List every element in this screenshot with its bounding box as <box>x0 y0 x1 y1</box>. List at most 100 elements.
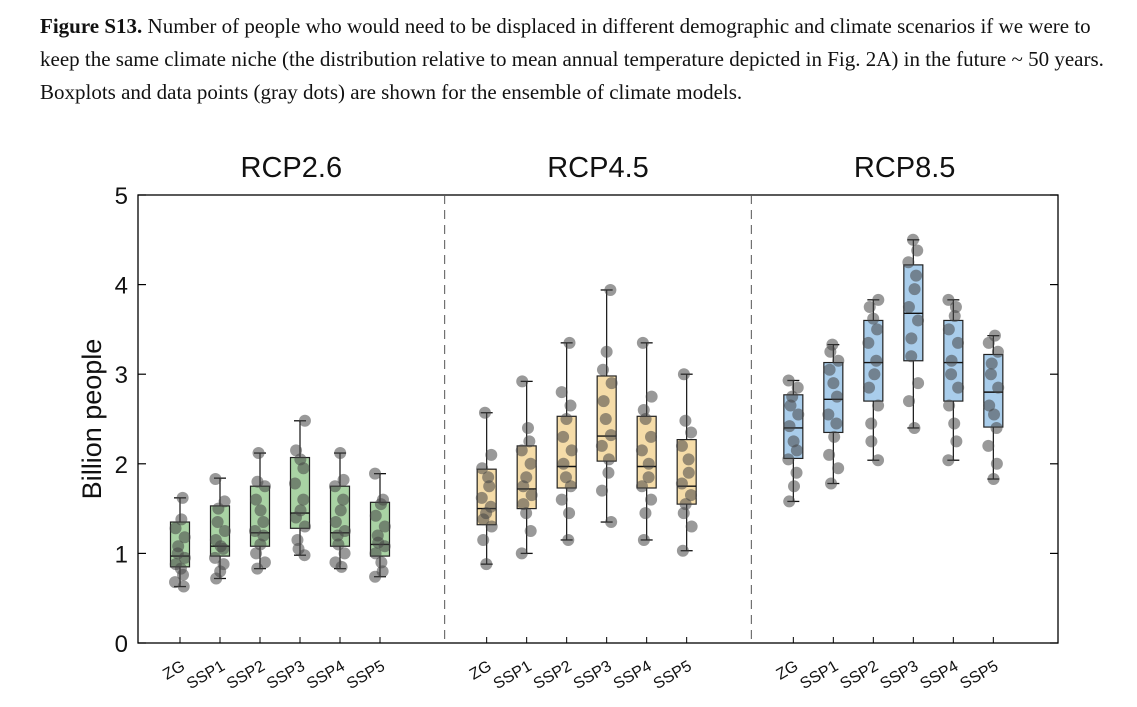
data-point <box>685 520 698 533</box>
data-point <box>476 462 489 475</box>
data-point <box>555 386 568 399</box>
data-point <box>169 576 182 589</box>
data-point <box>826 338 839 351</box>
x-tick-label: SSP1 <box>491 658 535 693</box>
box-RCP2.6-SSP4 <box>329 447 351 573</box>
data-point <box>987 473 1000 486</box>
data-point <box>596 484 609 497</box>
data-point <box>948 417 961 430</box>
data-point <box>990 457 1003 470</box>
data-point <box>600 345 613 358</box>
data-point <box>988 408 1001 421</box>
data-point <box>645 493 658 506</box>
data-point <box>908 283 921 296</box>
data-point <box>294 504 307 517</box>
data-point <box>985 357 998 370</box>
data-point <box>477 533 490 546</box>
box-RCP2.6-SSP3 <box>289 414 311 562</box>
data-point <box>907 233 920 246</box>
x-tick-label: SSP1 <box>797 658 841 693</box>
data-point <box>830 417 843 430</box>
data-point <box>176 491 189 504</box>
data-point <box>602 466 615 479</box>
data-point <box>990 421 1003 434</box>
data-point <box>905 350 918 363</box>
data-point <box>484 500 497 513</box>
data-point <box>218 525 231 537</box>
data-point <box>644 430 657 443</box>
data-point <box>337 493 350 506</box>
data-point <box>991 345 1004 358</box>
data-point <box>637 533 650 546</box>
data-point <box>515 444 528 457</box>
data-point <box>211 516 224 529</box>
data-point <box>677 507 690 520</box>
data-point <box>172 540 185 553</box>
box-RCP2.6-SSP1 <box>209 473 231 585</box>
data-point <box>942 454 955 467</box>
data-point <box>948 309 961 322</box>
data-point <box>867 312 880 325</box>
data-point <box>520 471 533 484</box>
box-RCP8.5-SSP5 <box>982 329 1005 486</box>
data-point <box>862 336 875 349</box>
x-tick-label: SSP5 <box>651 658 695 693</box>
data-point <box>249 493 262 506</box>
data-point <box>863 381 876 394</box>
data-point <box>209 551 222 564</box>
box-RCP4.5-SSP2 <box>555 336 578 546</box>
data-point <box>289 477 302 490</box>
data-point <box>525 489 538 502</box>
chart-frame <box>137 194 1059 644</box>
data-point <box>290 444 303 457</box>
data-point <box>251 475 264 488</box>
y-tick-label: 0 <box>115 631 128 658</box>
data-point <box>604 283 617 296</box>
data-point <box>524 457 537 470</box>
data-point <box>338 525 351 537</box>
data-point <box>905 332 918 345</box>
box-RCP4.5-ZG <box>475 406 498 571</box>
data-point <box>559 471 572 484</box>
data-point <box>791 381 804 394</box>
data-point <box>870 354 883 367</box>
data-point <box>823 363 836 376</box>
data-point <box>338 547 351 560</box>
data-point <box>832 354 845 367</box>
x-tick-label: SSP2 <box>531 658 575 693</box>
data-point <box>942 323 955 336</box>
data-point <box>642 471 655 484</box>
data-point <box>639 413 652 425</box>
data-point <box>786 390 799 403</box>
data-point <box>294 453 307 466</box>
data-point <box>523 435 536 448</box>
data-point <box>871 323 884 336</box>
data-point <box>371 529 384 542</box>
data-point <box>482 471 495 484</box>
data-point <box>676 544 689 557</box>
data-point <box>951 336 964 349</box>
y-tick-label: 1 <box>115 541 128 568</box>
data-point <box>684 489 697 502</box>
data-point <box>912 314 925 327</box>
box-RCP4.5-SSP3 <box>595 283 618 529</box>
data-point <box>297 493 310 506</box>
data-point <box>517 498 530 511</box>
data-point <box>950 435 963 448</box>
data-point <box>825 477 838 490</box>
data-point <box>329 516 342 529</box>
plot-frame <box>137 194 1059 644</box>
box-RCP8.5-SSP2 <box>862 293 885 467</box>
data-point <box>787 435 800 448</box>
x-tick-label: SSP3 <box>264 658 308 693</box>
data-point <box>218 495 231 508</box>
data-point <box>863 301 876 313</box>
data-point <box>249 525 262 537</box>
data-point <box>369 467 382 480</box>
data-point <box>912 377 925 390</box>
data-point <box>988 329 1001 342</box>
data-point <box>828 430 841 443</box>
data-point <box>872 293 885 306</box>
